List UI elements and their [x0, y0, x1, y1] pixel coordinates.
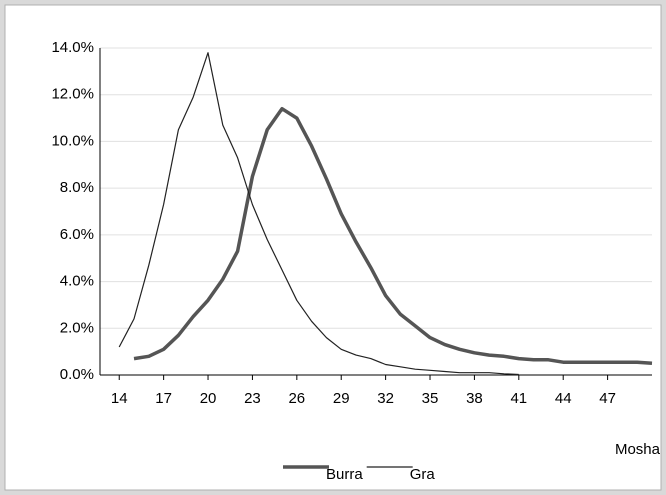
series-line — [118, 52, 519, 376]
x-tick-label: 44 — [555, 390, 572, 407]
y-tick-label: 0.0% — [60, 366, 94, 383]
x-tick-label: 47 — [599, 390, 616, 407]
x-tick-label: 38 — [466, 390, 483, 407]
y-tick-label: 2.0% — [60, 319, 94, 336]
x-tick-label: 14 — [111, 390, 128, 407]
x-tick-label: 41 — [510, 390, 527, 407]
x-tick-label: 17 — [155, 390, 172, 407]
y-tick-label: 12.0% — [51, 86, 94, 103]
legend-label: Burra — [326, 466, 363, 483]
chart-panel — [4, 4, 662, 491]
legend-label: Gra — [410, 466, 436, 483]
x-tick-label: 32 — [377, 390, 394, 407]
x-axis-label: Mosha — [615, 441, 661, 458]
x-tick-label: 26 — [288, 390, 305, 407]
y-tick-label: 14.0% — [51, 39, 94, 56]
y-tick-label: 10.0% — [51, 132, 94, 149]
y-tick-label: 4.0% — [60, 273, 94, 290]
y-tick-label: 8.0% — [60, 179, 94, 196]
x-tick-label: 23 — [244, 390, 261, 407]
y-tick-label: 6.0% — [60, 226, 94, 243]
x-tick-label: 35 — [422, 390, 439, 407]
x-tick-label: 29 — [333, 390, 350, 407]
x-tick-label: 20 — [200, 390, 217, 407]
series-line — [133, 106, 653, 366]
